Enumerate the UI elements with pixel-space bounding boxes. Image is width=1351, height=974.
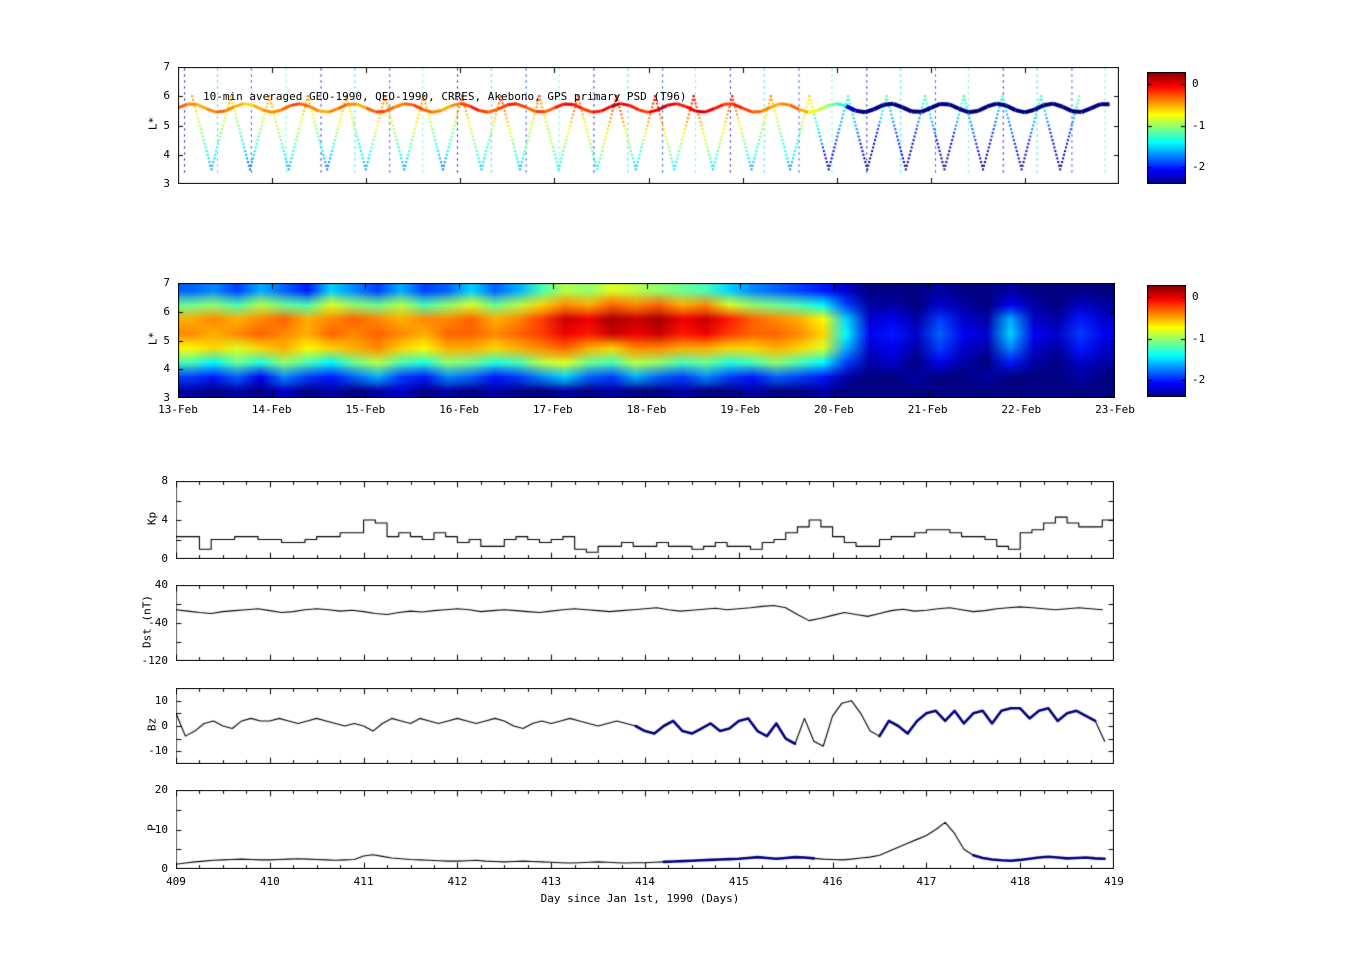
y-tick-label: 0	[161, 862, 168, 875]
colorbar-tick-label: -1	[1192, 118, 1206, 132]
y-tick-label: 20	[154, 783, 168, 796]
pressure-plot	[176, 790, 1114, 869]
scatter-panel-title: 10-min averaged GEO-1990, QEO-1990, CRRE…	[203, 90, 687, 103]
day-tick-label: 419	[1104, 875, 1124, 888]
y-tick-label: 7	[163, 276, 170, 289]
dst-plot	[176, 585, 1114, 661]
date-tick-label: 16-Feb	[439, 403, 479, 416]
y-tick-label: 0	[161, 719, 168, 732]
day-tick-label: 417	[916, 875, 937, 888]
date-tick-label: 22-Feb	[1001, 403, 1042, 416]
day-tick-label: 416	[822, 875, 843, 888]
date-tick-label: 18-Feb	[626, 403, 667, 416]
colorbar-map	[1147, 285, 1186, 397]
y-tick-label: 10	[154, 822, 168, 836]
x-axis-label: Day since Jan 1st, 1990 (Days)	[540, 892, 740, 905]
day-tick-label: 411	[353, 875, 374, 888]
y-tick-label: 40	[154, 578, 168, 591]
day-tick-label: 413	[541, 875, 562, 888]
date-tick-label: 14-Feb	[251, 403, 292, 416]
day-tick-label: 414	[635, 875, 655, 888]
y-tick-label: 6	[163, 304, 170, 318]
colorbar-tick-label: -1	[1192, 331, 1206, 345]
date-tick-label: 19-Feb	[720, 403, 761, 416]
y-tick-label: 8	[161, 474, 168, 487]
y-tick-label: -10	[148, 744, 168, 758]
colorbar-top	[1147, 72, 1186, 184]
y-tick-label: 10	[154, 693, 168, 707]
y-tick-label: 7	[163, 60, 170, 73]
y-tick-label: 0	[161, 552, 168, 565]
y-tick-label: 4	[161, 513, 168, 526]
day-tick-label: 418	[1010, 875, 1031, 888]
colorbar-tick-label: 0	[1192, 290, 1199, 304]
y-tick-label: 4	[163, 147, 170, 161]
colorbar-tick-label: -2	[1192, 373, 1206, 387]
date-tick-label: 23-Feb	[1095, 403, 1135, 416]
psd-heatmap-plot	[178, 283, 1115, 398]
y-tick-label: 3	[163, 391, 170, 404]
day-tick-label: 412	[447, 875, 468, 888]
colorbar-tick-label: 0	[1192, 77, 1199, 91]
date-tick-label: 17-Feb	[532, 403, 573, 416]
y-tick-label: 3	[163, 177, 170, 190]
y-tick-label: 4	[163, 362, 170, 376]
date-tick-label: 15-Feb	[345, 403, 386, 416]
day-tick-label: 409	[166, 875, 186, 888]
psd-scatter-plot	[178, 67, 1119, 184]
date-tick-label: 20-Feb	[814, 403, 854, 416]
day-tick-label: 415	[728, 875, 749, 888]
date-tick-label: 13-Feb	[158, 403, 198, 416]
y-tick-label: 6	[163, 89, 170, 103]
y-tick-label: 5	[163, 333, 170, 347]
bz-plot	[176, 688, 1114, 764]
y-tick-label: -120	[141, 654, 169, 667]
y-tick-label: -40	[148, 616, 168, 629]
y-tick-label: 5	[163, 118, 170, 132]
date-tick-label: 21-Feb	[907, 403, 948, 416]
day-tick-label: 410	[259, 875, 280, 888]
kp-plot	[176, 481, 1114, 559]
colorbar-tick-label: -2	[1192, 160, 1206, 174]
